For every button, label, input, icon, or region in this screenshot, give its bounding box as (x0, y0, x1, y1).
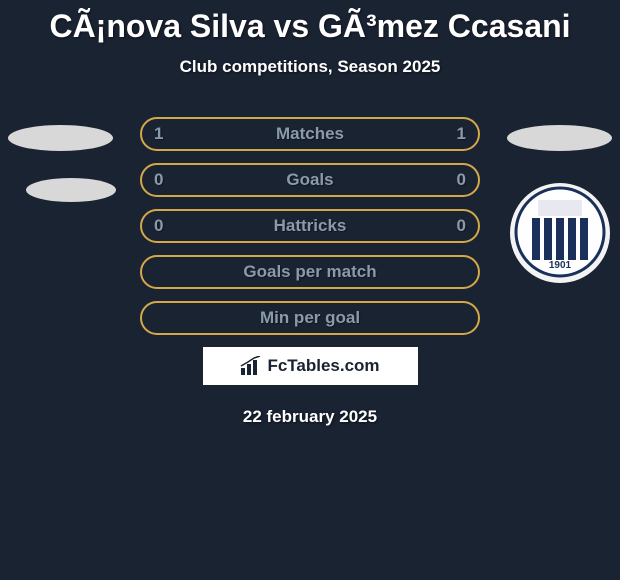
brand-label: FcTables.com (267, 356, 379, 376)
stat-label: Hattricks (274, 216, 347, 236)
stat-label: Min per goal (260, 308, 360, 328)
stat-left-value: 1 (154, 124, 163, 144)
stat-right-value: 1 (457, 124, 466, 144)
brand-box: FcTables.com (203, 347, 418, 385)
branding-row: FcTables.com (0, 347, 620, 385)
subtitle: Club competitions, Season 2025 (0, 57, 620, 77)
stat-right-value: 0 (457, 170, 466, 190)
stat-label: Matches (276, 124, 344, 144)
chart-icon (240, 356, 262, 376)
stat-row: 0 Hattricks 0 (0, 209, 620, 243)
stat-row: Goals per match (0, 255, 620, 289)
comparison-card: CÃ¡nova Silva vs GÃ³mez Ccasani Club com… (0, 0, 620, 427)
stat-row: 1 Matches 1 (0, 117, 620, 151)
stats-container: 1 Matches 1 0 Goals 0 0 Hattricks 0 Goal… (0, 117, 620, 335)
stat-row: 0 Goals 0 (0, 163, 620, 197)
stat-left-value: 0 (154, 216, 163, 236)
stat-row: Min per goal (0, 301, 620, 335)
stat-pill-hattricks: 0 Hattricks 0 (140, 209, 480, 243)
stat-pill-goals: 0 Goals 0 (140, 163, 480, 197)
stat-pill-goals-per-match: Goals per match (140, 255, 480, 289)
stat-label: Goals per match (243, 262, 376, 282)
stat-left-value: 0 (154, 170, 163, 190)
date-label: 22 february 2025 (0, 407, 620, 427)
stat-pill-matches: 1 Matches 1 (140, 117, 480, 151)
page-title: CÃ¡nova Silva vs GÃ³mez Ccasani (0, 8, 620, 45)
stat-pill-min-per-goal: Min per goal (140, 301, 480, 335)
stat-right-value: 0 (457, 216, 466, 236)
stat-label: Goals (286, 170, 333, 190)
